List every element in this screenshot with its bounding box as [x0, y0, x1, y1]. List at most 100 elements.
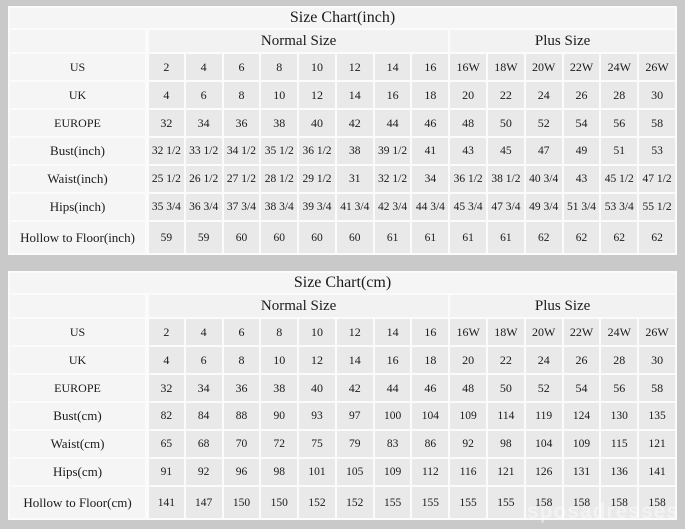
value-cell: 26 [561, 80, 602, 110]
value-cell: 61 [372, 220, 413, 255]
value-cell: 86 [410, 429, 451, 459]
value-cell: 56 [599, 108, 640, 138]
value-cell: 24 [523, 80, 564, 110]
value-cell: 68 [183, 429, 224, 459]
value-cell: 150 [259, 485, 300, 520]
value-cell: 26W [637, 317, 677, 347]
value-cell: 24W [599, 52, 640, 82]
value-cell: 42 3/4 [372, 192, 413, 222]
value-cell: 28 [599, 80, 640, 110]
value-cell: 46 [410, 108, 451, 138]
value-cell: 58 [637, 108, 677, 138]
value-cell: 33 1/2 [183, 136, 224, 166]
value-cell: 158 [637, 485, 677, 520]
value-cell: 131 [561, 457, 602, 487]
value-cell: 65 [146, 429, 186, 459]
value-cell: 60 [334, 220, 375, 255]
value-cell: 44 [372, 373, 413, 403]
value-cell: 32 1/2 [372, 164, 413, 194]
value-cell: 40 [297, 373, 337, 403]
value-cell: 158 [561, 485, 602, 520]
value-cell: 8 [221, 80, 262, 110]
value-cell: 18W [486, 317, 526, 347]
value-cell: 90 [259, 401, 300, 431]
value-cell: 8 [221, 345, 262, 375]
value-cell: 60 [259, 220, 300, 255]
value-cell: 36 [221, 108, 262, 138]
value-cell: 34 [410, 164, 451, 194]
value-cell: 62 [523, 220, 564, 255]
value-cell: 38 [334, 136, 375, 166]
value-cell: 20W [523, 317, 564, 347]
value-cell: 150 [221, 485, 262, 520]
value-cell: 28 1/2 [259, 164, 300, 194]
value-cell: 8 [259, 317, 300, 347]
row-label: US [8, 52, 149, 82]
value-cell: 18 [410, 345, 451, 375]
value-cell: 116 [448, 457, 489, 487]
value-cell: 45 1/2 [599, 164, 640, 194]
value-cell: 38 3/4 [259, 192, 300, 222]
value-cell: 32 [146, 373, 186, 403]
value-cell: 84 [183, 401, 224, 431]
value-cell: 4 [146, 80, 186, 110]
value-cell: 12 [334, 52, 375, 82]
value-cell: 22 [486, 80, 526, 110]
value-cell: 4 [183, 317, 224, 347]
value-cell: 135 [637, 401, 677, 431]
value-cell: 45 3/4 [448, 192, 489, 222]
value-cell: 61 [486, 220, 526, 255]
value-cell: 55 1/2 [637, 192, 677, 222]
value-cell: 16 [410, 52, 451, 82]
group-header-plus: Plus Size [448, 293, 677, 319]
value-cell: 29 1/2 [297, 164, 337, 194]
row-label: EUROPE [8, 373, 149, 403]
value-cell: 2 [146, 317, 186, 347]
value-cell: 75 [297, 429, 337, 459]
value-cell: 26 [561, 345, 602, 375]
value-cell: 24 [523, 345, 564, 375]
value-cell: 16W [448, 317, 489, 347]
value-cell: 105 [334, 457, 375, 487]
value-cell: 34 [183, 108, 224, 138]
value-cell: 92 [448, 429, 489, 459]
value-cell: 49 [561, 136, 602, 166]
value-cell: 36 1/2 [448, 164, 489, 194]
value-cell: 79 [334, 429, 375, 459]
value-cell: 20W [523, 52, 564, 82]
value-cell: 44 3/4 [410, 192, 451, 222]
value-cell: 98 [259, 457, 300, 487]
value-cell: 96 [221, 457, 262, 487]
value-cell: 6 [183, 80, 224, 110]
value-cell: 16 [372, 80, 413, 110]
value-cell: 70 [221, 429, 262, 459]
value-cell: 109 [448, 401, 489, 431]
value-cell: 130 [599, 401, 640, 431]
value-cell: 38 1/2 [486, 164, 526, 194]
value-cell: 14 [334, 80, 375, 110]
value-cell: 8 [259, 52, 300, 82]
value-cell: 52 [523, 108, 564, 138]
value-cell: 24W [599, 317, 640, 347]
value-cell: 152 [297, 485, 337, 520]
value-cell: 10 [259, 345, 300, 375]
value-cell: 14 [372, 52, 413, 82]
value-cell: 30 [637, 345, 677, 375]
value-cell: 14 [334, 345, 375, 375]
value-cell: 83 [372, 429, 413, 459]
value-cell: 6 [183, 345, 224, 375]
value-cell: 40 3/4 [523, 164, 564, 194]
value-cell: 47 1/2 [637, 164, 677, 194]
row-label: Hips(cm) [8, 457, 149, 487]
value-cell: 141 [637, 457, 677, 487]
row-label: UK [8, 80, 149, 110]
value-cell: 10 [297, 317, 337, 347]
size-chart-inch-table: Size Chart(inch) Normal Size Plus Size US 2 4… [8, 6, 677, 255]
value-cell: 36 [221, 373, 262, 403]
value-cell: 26 1/2 [183, 164, 224, 194]
value-cell: 60 [221, 220, 262, 255]
value-cell: 43 [448, 136, 489, 166]
value-cell: 39 3/4 [297, 192, 337, 222]
value-cell: 16 [372, 345, 413, 375]
value-cell: 37 3/4 [221, 192, 262, 222]
